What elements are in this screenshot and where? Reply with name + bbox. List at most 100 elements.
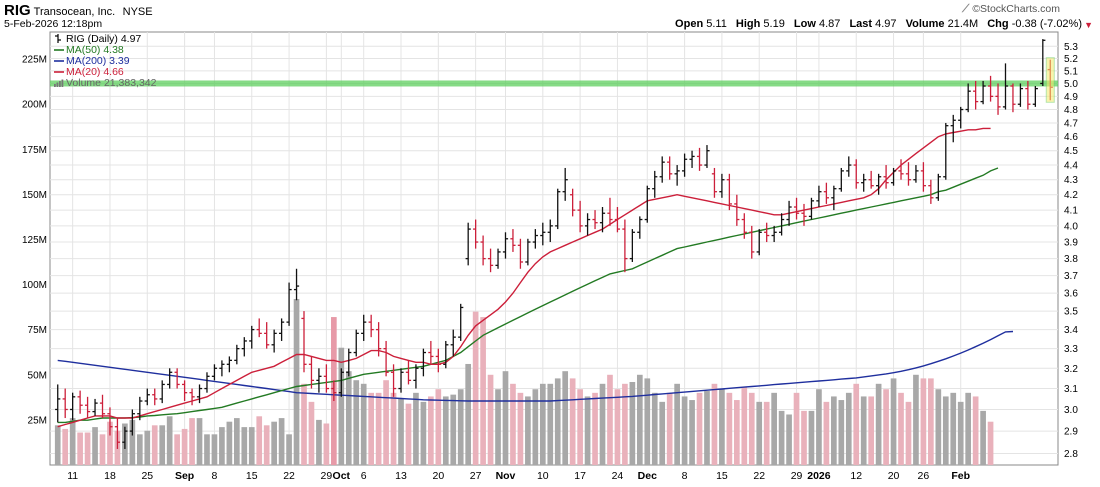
ohlc-bar — [838, 167, 844, 192]
ohlc-bar — [480, 235, 486, 266]
volume-bar — [517, 392, 524, 465]
volume-bar — [219, 427, 225, 465]
volume-bar — [838, 400, 845, 465]
volume-bar — [957, 401, 964, 465]
date-tick-label: 26 — [918, 470, 930, 482]
date-tick-label: 17 — [574, 470, 586, 482]
volume-bar — [674, 383, 680, 465]
ohlc-bar — [726, 173, 732, 211]
volume-bar — [241, 427, 248, 465]
volume-tick-label: 125M — [22, 235, 47, 246]
volume-bar — [345, 371, 352, 465]
quote-low: Low 4.87 — [793, 18, 841, 30]
ohlc-bar — [174, 368, 180, 389]
volume-bar — [666, 392, 673, 465]
ohlc-bar — [443, 340, 449, 369]
ma50-line — [57, 167, 999, 424]
price-tick-label: 4.7 — [1064, 118, 1078, 129]
ohlc-bar — [629, 229, 635, 262]
volume-bar — [883, 389, 889, 465]
volume-bar — [890, 378, 897, 465]
volume-bar — [77, 432, 83, 465]
volume-bar — [913, 374, 919, 465]
ohlc-bar — [570, 188, 576, 217]
volume-bar — [853, 383, 860, 465]
legend-ma200: MA(200) 3.39 — [54, 55, 130, 67]
ohlc-bar — [652, 170, 658, 198]
price-tick-label: 3.4 — [1064, 325, 1078, 336]
ohlc-bar — [667, 156, 673, 180]
ohlc-bar — [614, 207, 621, 233]
plot-area — [49, 31, 1059, 466]
ohlc-bar — [159, 380, 165, 404]
volume-bar — [905, 401, 912, 465]
volume-bar — [495, 389, 501, 465]
volume-bar — [741, 387, 748, 465]
volume-bar — [450, 394, 457, 465]
ohlc-bar — [592, 210, 598, 230]
ohlc-bar — [323, 364, 329, 393]
ohlc-bar — [420, 348, 427, 377]
volume-bar — [525, 396, 531, 465]
date-tick-label: 24 — [612, 470, 624, 482]
date-tick-label: 22 — [753, 470, 765, 482]
volume-bar — [248, 427, 255, 465]
legend-text: MA(20) 4.66 — [66, 66, 124, 78]
volume-bar — [353, 380, 360, 465]
volume-bar — [868, 396, 874, 465]
date-tick-label: 10 — [537, 470, 549, 482]
volume-bar — [763, 401, 770, 465]
date-tick-label: 13 — [395, 470, 407, 482]
volume-bar — [442, 396, 449, 465]
volume-bar — [801, 410, 807, 465]
volume-bar — [950, 392, 957, 465]
ohlc-bar — [644, 185, 650, 223]
volume-tick-label: 75M — [28, 325, 47, 336]
legend-volume-icon — [56, 82, 59, 87]
ohlc-bar — [980, 80, 986, 105]
ohlc-bar — [458, 303, 464, 341]
price-tick-label: 4.9 — [1064, 92, 1078, 103]
ohlc-bar — [122, 426, 128, 449]
ohlc-bar — [719, 173, 725, 198]
legend-volume-icon — [54, 84, 56, 87]
ohlc-bar — [861, 173, 867, 192]
price-tick-label: 5.1 — [1064, 66, 1078, 77]
volume-bar — [980, 410, 986, 465]
ohlc-bar — [689, 150, 695, 168]
ohlc-bar — [846, 156, 852, 177]
volume-bar — [181, 428, 188, 465]
quote-volume: Volume 21.4M — [905, 18, 979, 30]
last-bar-highlight — [1045, 57, 1055, 103]
volume-bar — [860, 396, 867, 465]
volume-bar — [286, 434, 292, 465]
legend-text: MA(200) 3.39 — [66, 55, 130, 67]
volume-bar — [547, 383, 554, 465]
ohlc-bar — [890, 167, 897, 186]
ohlc-bar — [920, 162, 927, 192]
ohlc-bar — [450, 329, 456, 357]
volume-bar — [823, 401, 830, 465]
ohlc-bar — [144, 388, 150, 406]
volume-bar — [510, 383, 516, 465]
ohlc-bar — [584, 213, 591, 236]
ohlc-bar — [749, 225, 755, 259]
volume-bar — [719, 389, 725, 465]
volume-tick-label: 50M — [28, 370, 47, 381]
legend-text: RIG (Daily) 4.97 — [66, 33, 141, 45]
volume-tick-label: 100M — [22, 280, 47, 291]
ohlc-bar — [958, 106, 964, 129]
ohlc-bar — [428, 340, 434, 365]
date-tick-label: 6 — [361, 470, 367, 482]
date-tick-label: Sep — [175, 470, 194, 482]
volume-bar — [107, 421, 113, 465]
volume-bar — [748, 392, 755, 465]
ohlc-bar — [883, 165, 889, 189]
ohlc-bar — [465, 222, 471, 266]
ohlc-bar — [801, 203, 807, 226]
volume-bar — [99, 434, 106, 465]
ohlc-bar — [793, 197, 800, 220]
volume-bar — [651, 392, 658, 465]
volume-bar — [84, 432, 91, 465]
ohlc-bar — [965, 83, 971, 113]
